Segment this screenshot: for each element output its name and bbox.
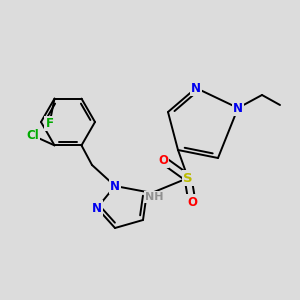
Text: Cl: Cl <box>26 129 39 142</box>
Text: S: S <box>183 172 193 184</box>
Text: N: N <box>110 179 120 193</box>
Text: N: N <box>191 82 201 94</box>
Text: F: F <box>46 117 53 130</box>
Text: N: N <box>92 202 102 214</box>
Text: O: O <box>158 154 168 166</box>
Text: O: O <box>187 196 197 208</box>
Text: NH: NH <box>145 192 163 202</box>
Text: N: N <box>233 101 243 115</box>
